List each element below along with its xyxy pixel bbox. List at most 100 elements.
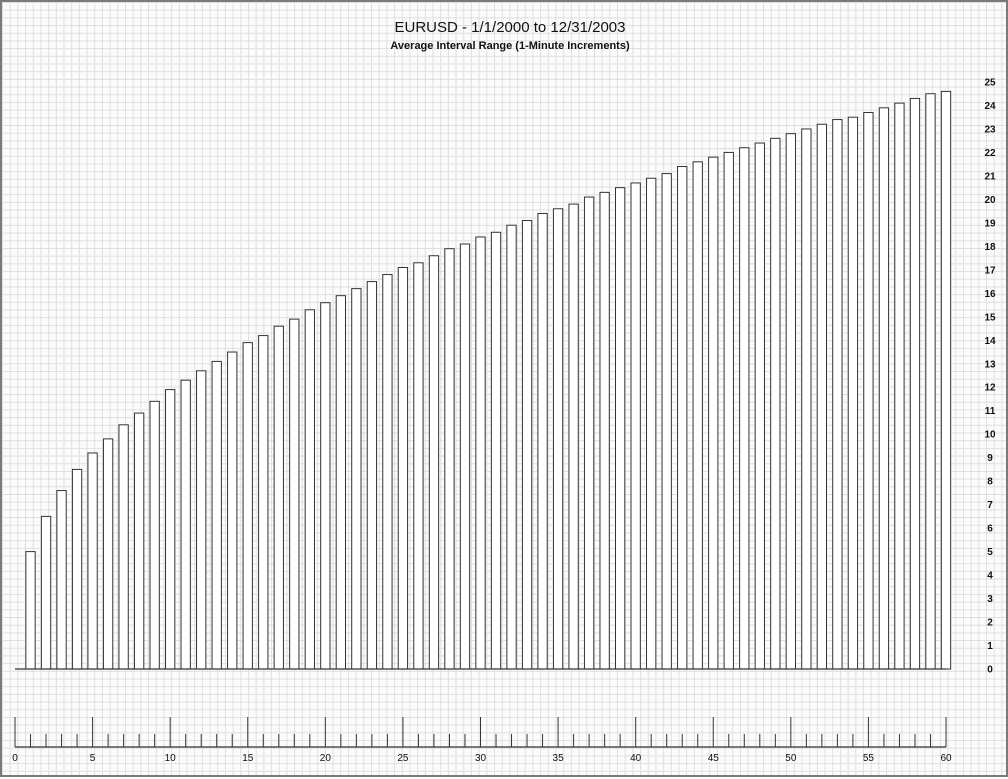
y-tick-label-19: 19 — [984, 218, 996, 229]
bar-24 — [382, 274, 393, 670]
x-tick-label-20: 20 — [320, 753, 332, 764]
bar-5 — [87, 452, 98, 670]
bar-46 — [723, 151, 734, 670]
bar-27 — [428, 255, 440, 670]
bar-41 — [646, 177, 657, 670]
x-tick-label-60: 60 — [940, 753, 952, 764]
bar-33 — [521, 220, 533, 670]
x-tick-label-30: 30 — [475, 753, 487, 764]
bar-34 — [537, 212, 548, 670]
bar-25 — [397, 266, 409, 670]
y-tick-label-16: 16 — [984, 289, 996, 300]
bar-12 — [196, 370, 207, 670]
bar-53 — [832, 119, 843, 670]
bar-15 — [242, 342, 253, 670]
x-tick-label-50: 50 — [785, 753, 797, 764]
bar-14 — [227, 351, 238, 670]
bar-35 — [552, 208, 564, 670]
x-tick-label-35: 35 — [553, 753, 565, 764]
y-tick-label-24: 24 — [984, 101, 996, 112]
bar-54 — [847, 116, 859, 670]
y-tick-label-22: 22 — [984, 148, 996, 159]
bar-7 — [118, 424, 129, 670]
bars-group — [25, 90, 952, 670]
chart-subtitle: Average Interval Range (1-Minute Increme… — [390, 40, 630, 52]
bar-39 — [615, 187, 626, 670]
bar-38 — [599, 191, 610, 670]
x-tick-label-25: 25 — [397, 753, 409, 764]
x-tick-label-40: 40 — [630, 753, 642, 764]
y-axis-ticks: 0123456789101112131415161718192021222324… — [984, 78, 996, 676]
y-tick-label-0: 0 — [987, 665, 993, 676]
bar-3 — [56, 490, 67, 670]
x-tick-label-15: 15 — [242, 753, 254, 764]
x-tick-label-55: 55 — [863, 753, 875, 764]
x-axis: 0 5 10 15 20 25 30 35 40 45 50 55 60 — [12, 717, 952, 764]
bar-55 — [863, 112, 874, 670]
bar-57 — [894, 102, 905, 670]
y-tick-label-17: 17 — [984, 265, 996, 276]
y-tick-label-1: 1 — [987, 641, 993, 652]
bar-29 — [459, 243, 471, 670]
bar-10 — [165, 389, 176, 670]
bar-47 — [739, 147, 750, 670]
bar-21 — [335, 295, 347, 670]
y-tick-label-6: 6 — [987, 524, 993, 535]
bar-52 — [816, 123, 828, 670]
bar-8 — [133, 412, 145, 670]
y-tick-label-9: 9 — [987, 453, 993, 464]
bar-6 — [102, 438, 114, 670]
bar-20 — [320, 302, 331, 670]
x-tick-label-10: 10 — [165, 753, 177, 764]
bar-44 — [692, 161, 703, 670]
y-tick-label-13: 13 — [984, 359, 996, 370]
bar-17 — [273, 325, 284, 670]
bar-36 — [568, 203, 579, 670]
bar-40 — [630, 182, 641, 670]
bar-31 — [490, 231, 502, 670]
bar-58 — [909, 97, 921, 670]
bar-30 — [475, 236, 486, 670]
bar-18 — [289, 318, 300, 670]
bar-43 — [677, 166, 688, 670]
y-tick-label-25: 25 — [984, 78, 996, 89]
y-tick-label-23: 23 — [984, 124, 996, 135]
y-tick-label-5: 5 — [987, 547, 993, 558]
y-tick-label-12: 12 — [984, 383, 996, 394]
bar-50 — [785, 133, 796, 670]
x-tick-label-0: 0 — [12, 753, 18, 764]
bar-22 — [351, 288, 362, 670]
bar-51 — [801, 128, 812, 670]
bar-48 — [754, 142, 765, 670]
x-tick-label-5: 5 — [90, 753, 96, 764]
bar-56 — [878, 107, 890, 670]
bar-37 — [583, 196, 595, 670]
y-tick-label-8: 8 — [987, 477, 993, 488]
y-tick-label-7: 7 — [987, 500, 993, 511]
y-tick-label-21: 21 — [984, 171, 996, 182]
bar-9 — [149, 400, 160, 670]
bar-11 — [180, 379, 191, 670]
y-tick-label-14: 14 — [984, 336, 996, 347]
bar-42 — [661, 173, 672, 670]
bar-28 — [444, 248, 455, 670]
y-tick-label-11: 11 — [985, 406, 996, 417]
bar-26 — [413, 262, 424, 670]
bar-16 — [258, 335, 269, 670]
y-tick-label-3: 3 — [987, 594, 993, 605]
bar-49 — [770, 137, 781, 670]
y-tick-label-20: 20 — [984, 195, 996, 206]
x-tick-label-45: 45 — [708, 753, 720, 764]
bar-45 — [708, 156, 719, 670]
y-tick-label-18: 18 — [984, 242, 996, 253]
bar-1 — [25, 551, 36, 670]
bar-59 — [925, 93, 936, 670]
y-tick-label-10: 10 — [984, 430, 996, 441]
bar-13 — [211, 360, 222, 670]
bar-23 — [366, 281, 378, 670]
y-tick-label-2: 2 — [987, 618, 993, 629]
chart-title: EURUSD - 1/1/2000 to 12/31/2003 — [395, 19, 626, 36]
bar-4 — [71, 468, 83, 670]
